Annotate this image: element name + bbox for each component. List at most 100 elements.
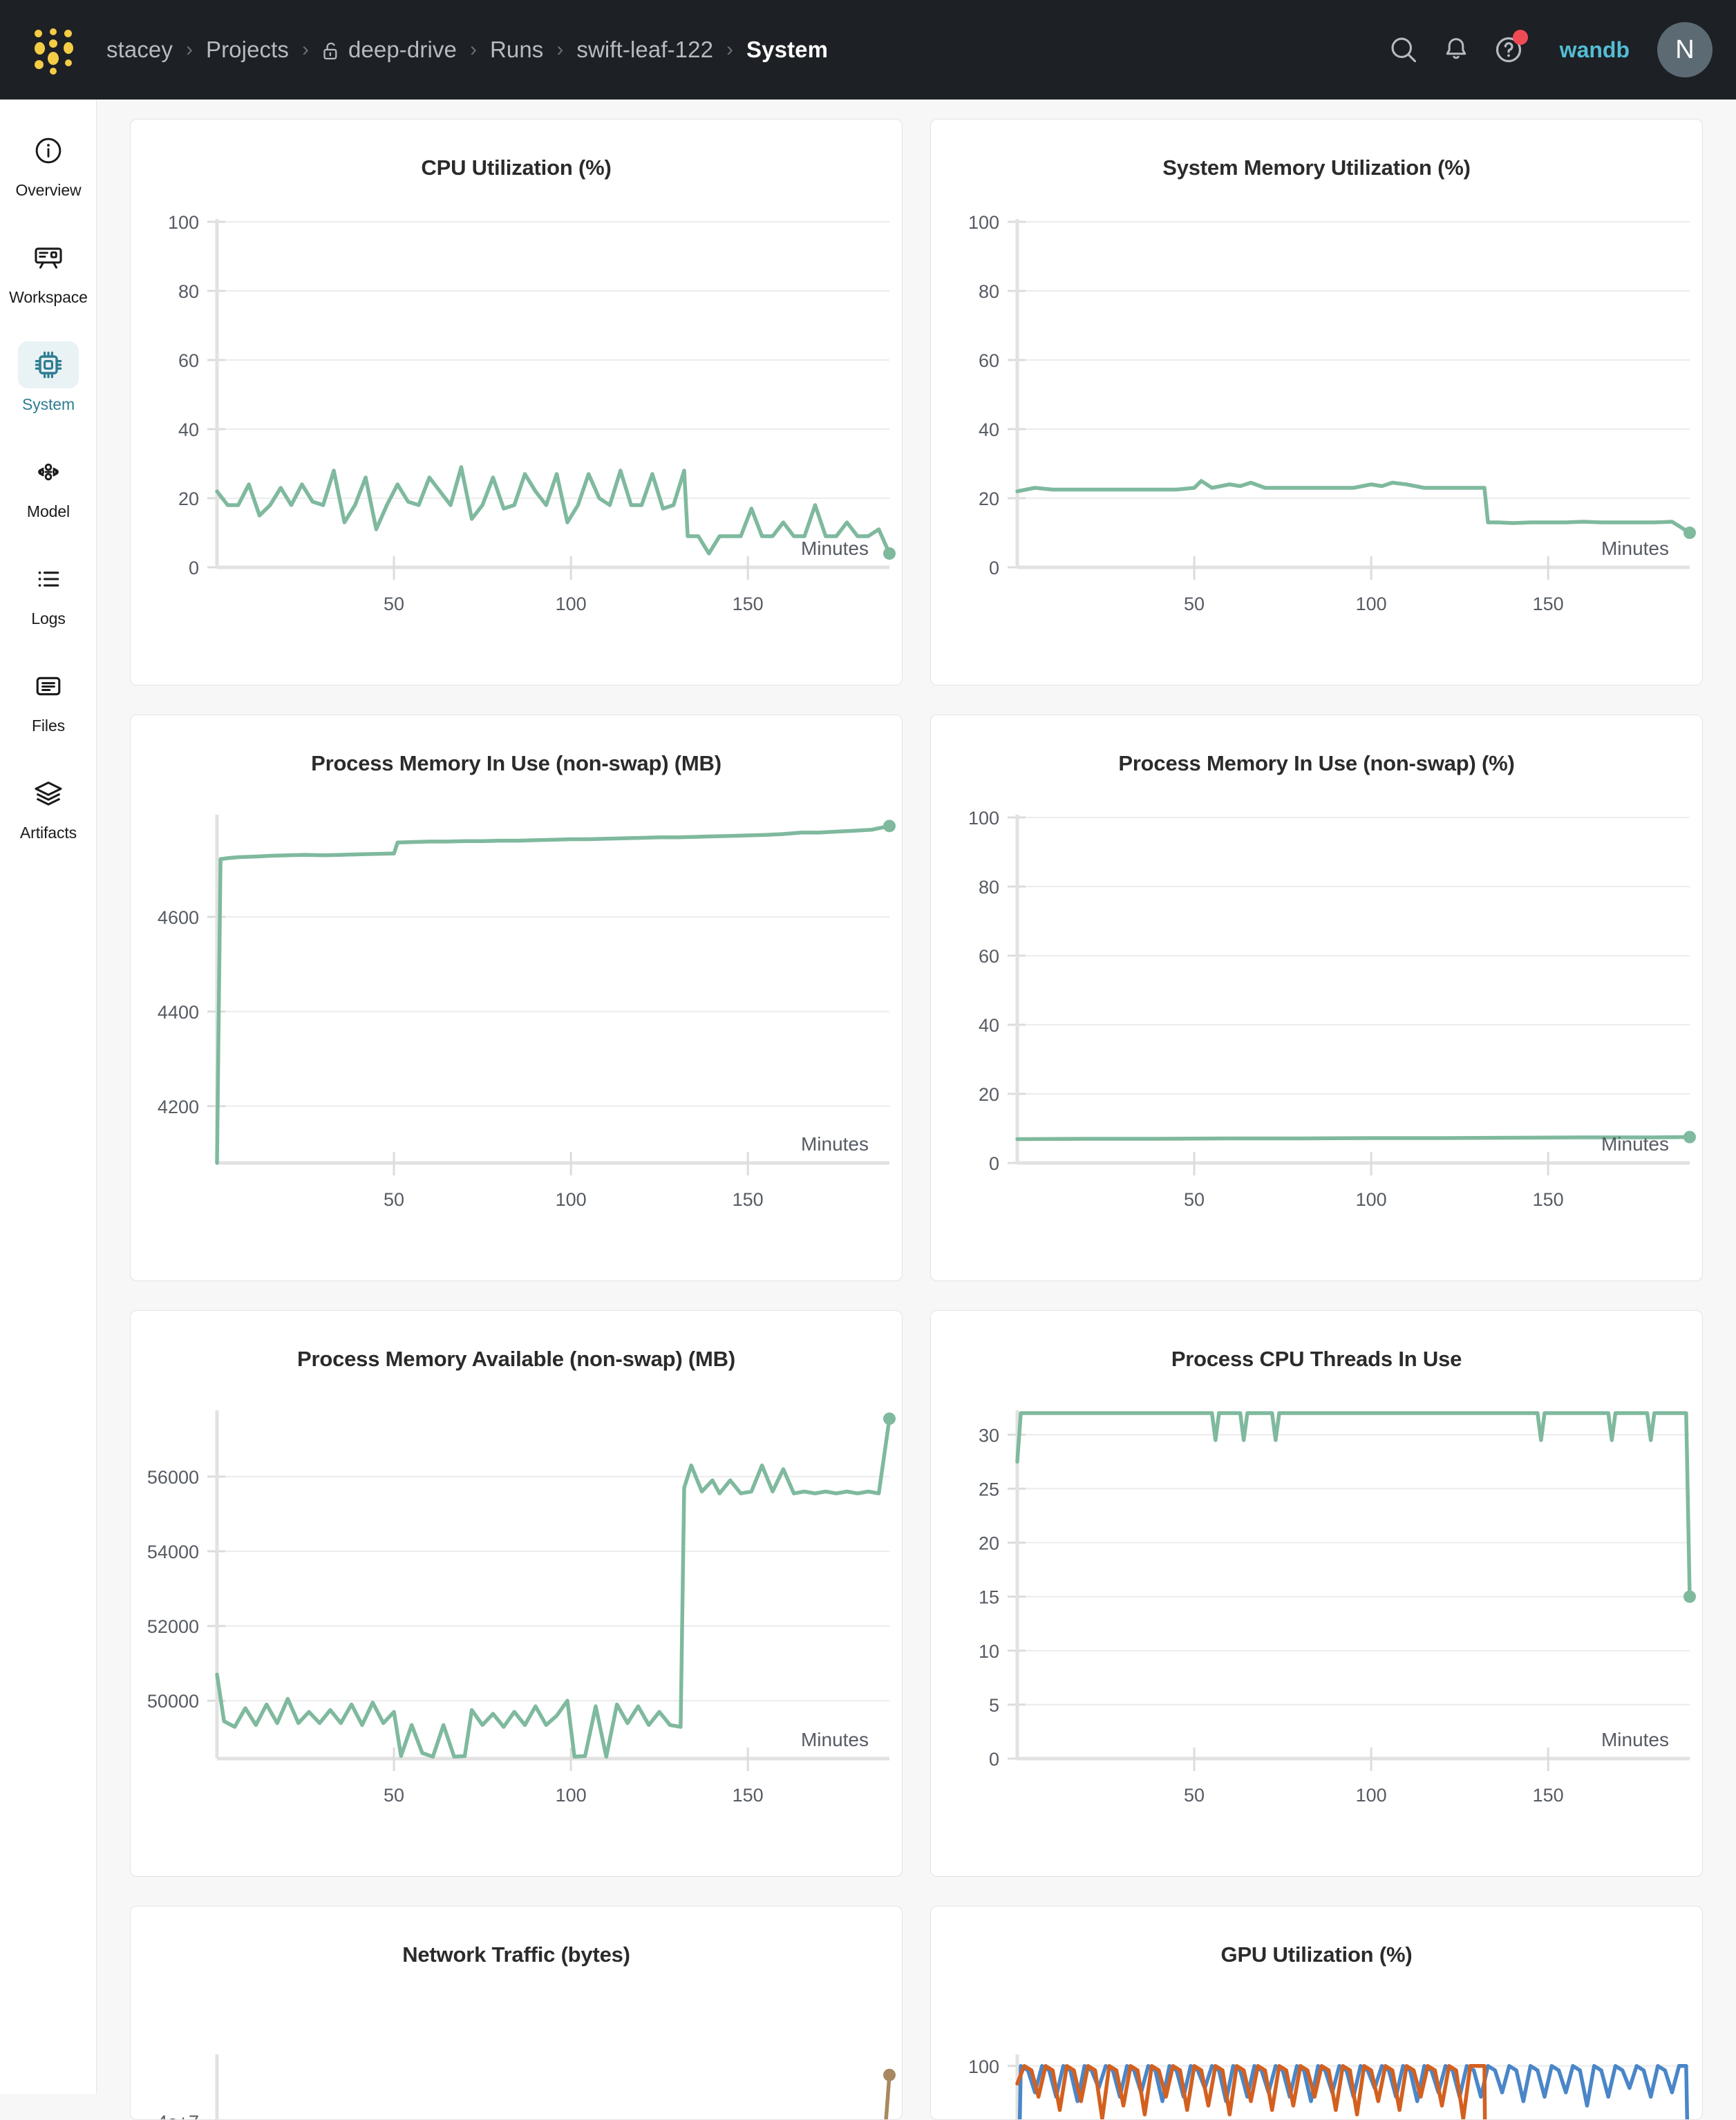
svg-text:Minutes: Minutes — [801, 1133, 869, 1155]
svg-text:80: 80 — [979, 877, 999, 898]
breadcrumb-item-system[interactable]: System — [746, 37, 828, 63]
svg-text:20: 20 — [979, 1533, 999, 1554]
svg-text:60: 60 — [979, 350, 999, 371]
svg-text:Minutes: Minutes — [1601, 538, 1669, 559]
breadcrumb-label: swift-leaf-122 — [576, 37, 714, 62]
sidebar-item-label: Logs — [31, 609, 66, 627]
breadcrumb-label: Runs — [489, 37, 544, 62]
svg-text:60: 60 — [178, 350, 199, 371]
sidebar-item-workspace[interactable]: Workspace — [0, 230, 97, 319]
svg-text:15: 15 — [979, 1587, 999, 1608]
sidebar-item-label: Files — [31, 717, 66, 735]
svg-text:60: 60 — [979, 946, 999, 967]
chart-plot[interactable]: 4e+7Minutes — [131, 1906, 902, 2119]
svg-text:Minutes: Minutes — [1601, 1133, 1669, 1155]
charts-grid: CPU Utilization (%) 0 20 40 60 80 100 50 100 150… — [130, 119, 1703, 2120]
top-navigation-bar: stacey › Projects › deep-drive › Runs › … — [0, 0, 1736, 100]
breadcrumb-label: System — [746, 37, 829, 62]
svg-text:54000: 54000 — [147, 1542, 199, 1562]
chart-card[interactable]: CPU Utilization (%) 0 20 40 60 80 100 50 100 150… — [130, 119, 903, 685]
breadcrumb-item-projects[interactable]: Projects — [206, 37, 289, 63]
chart-title: Process Memory Available (non-swap) (MB) — [297, 1347, 735, 1371]
svg-text:52000: 52000 — [147, 1616, 199, 1637]
sidebar-item-label: Workspace — [9, 288, 88, 306]
chart-plot[interactable]: 0 5 10 15 20 25 30 50 100 150 Minutes — [931, 1311, 1702, 1876]
svg-text:10: 10 — [979, 1641, 999, 1662]
chart-plot[interactable]: 0 20 40 60 80 100 50 100 150 Minutes — [931, 715, 1702, 1280]
chart-card[interactable]: Network Traffic (bytes) 4e+7Minutes — [130, 1906, 903, 2120]
svg-text:40: 40 — [178, 419, 199, 440]
chart-plot[interactable]: 50000 52000 54000 56000 50 100 150 Minutes — [131, 1311, 902, 1876]
svg-text:100: 100 — [556, 1785, 587, 1806]
bell-icon[interactable] — [1430, 23, 1482, 76]
search-icon[interactable] — [1377, 23, 1430, 76]
breadcrumb-item-runs[interactable]: Runs — [490, 37, 543, 63]
svg-text:80: 80 — [178, 281, 199, 302]
svg-text:Minutes: Minutes — [1601, 1729, 1669, 1750]
svg-text:0: 0 — [989, 558, 999, 578]
svg-text:100: 100 — [556, 1189, 587, 1210]
svg-text:20: 20 — [979, 1084, 999, 1105]
chart-card[interactable]: Process Memory In Use (non-swap) (MB) 42… — [130, 714, 903, 1281]
sidebar-item-model[interactable]: Model — [0, 444, 97, 533]
svg-text:50: 50 — [1184, 1785, 1205, 1806]
sidebar-item-artifacts[interactable]: Artifacts — [0, 766, 97, 855]
chart-plot[interactable]: 4200 4400 4600 50 100 150 Minutes — [131, 715, 902, 1280]
avatar[interactable]: N — [1657, 22, 1713, 77]
breadcrumb-item-run-name[interactable]: swift-leaf-122 — [576, 37, 713, 63]
svg-text:50: 50 — [384, 1785, 404, 1806]
svg-text:20: 20 — [178, 489, 199, 509]
wandb-logo-icon[interactable] — [33, 27, 76, 75]
breadcrumb-separator: › — [469, 38, 477, 61]
sidebar-item-system[interactable]: System — [0, 337, 97, 426]
avatar-initial: N — [1675, 35, 1695, 64]
chart-plot[interactable]: 80100Minutes — [931, 1906, 1702, 2119]
svg-text:50: 50 — [1184, 594, 1205, 614]
sidebar-item-overview[interactable]: Overview — [0, 123, 97, 212]
chart-card[interactable]: Process Memory Available (non-swap) (MB)… — [130, 1310, 903, 1877]
info-circle-icon — [18, 127, 79, 174]
svg-text:50: 50 — [384, 594, 404, 614]
svg-text:Minutes: Minutes — [801, 1729, 869, 1750]
svg-text:50: 50 — [384, 1189, 404, 1210]
chart-title: System Memory Utilization (%) — [1162, 155, 1471, 180]
svg-text:80: 80 — [979, 281, 999, 302]
svg-text:100: 100 — [968, 2056, 999, 2077]
breadcrumb: stacey › Projects › deep-drive › Runs › … — [106, 37, 1377, 63]
svg-text:4400: 4400 — [158, 1002, 199, 1023]
svg-text:100: 100 — [1356, 1189, 1387, 1210]
breadcrumb-label: stacey — [106, 37, 173, 62]
svg-text:4600: 4600 — [158, 907, 199, 928]
chart-card[interactable]: System Memory Utilization (%) 0 20 40 60 80 1… — [930, 119, 1703, 685]
svg-text:0: 0 — [189, 558, 199, 578]
svg-text:30: 30 — [979, 1425, 999, 1446]
org-name[interactable]: wandb — [1559, 37, 1630, 62]
sidebar-item-files[interactable]: Files — [0, 659, 97, 748]
breadcrumb-separator: › — [726, 38, 734, 61]
chart-title: GPU Utilization (%) — [1220, 1942, 1413, 1967]
lock-icon — [322, 41, 340, 61]
svg-text:0: 0 — [989, 1153, 999, 1174]
breadcrumb-separator: › — [556, 38, 564, 61]
list-icon — [18, 556, 79, 603]
svg-text:150: 150 — [1533, 594, 1564, 614]
breadcrumb-item-stacey[interactable]: stacey — [106, 37, 173, 63]
breadcrumb-separator: › — [302, 38, 309, 61]
chart-plot[interactable]: 0 20 40 60 80 100 50 100 150 Minutes — [131, 120, 902, 685]
chart-card[interactable]: Process CPU Threads In Use 0 5 10 15 20 25 30 5… — [930, 1310, 1703, 1877]
left-sidebar: Overview Workspace — [0, 100, 97, 2094]
sidebar-item-label: Model — [26, 502, 70, 520]
svg-text:5: 5 — [989, 1695, 999, 1716]
chart-card[interactable]: Process Memory In Use (non-swap) (%) 0 20… — [930, 714, 1703, 1281]
file-icon — [18, 663, 79, 710]
svg-text:150: 150 — [1533, 1785, 1564, 1806]
chart-card[interactable]: GPU Utilization (%) 80100Minutes — [930, 1906, 1703, 2120]
model-graph-icon — [18, 448, 79, 495]
chart-plot[interactable]: 0 20 40 60 80 100 50 100 150 Minutes — [931, 120, 1702, 685]
notification-badge — [1512, 30, 1528, 45]
svg-text:100: 100 — [1356, 594, 1387, 614]
sidebar-item-logs[interactable]: Logs — [0, 551, 97, 641]
breadcrumb-item-deep-drive[interactable]: deep-drive — [322, 37, 457, 63]
svg-text:4200: 4200 — [158, 1097, 199, 1117]
help-icon[interactable] — [1482, 23, 1535, 76]
